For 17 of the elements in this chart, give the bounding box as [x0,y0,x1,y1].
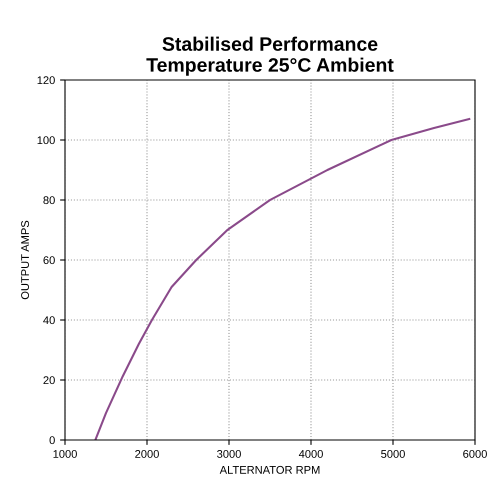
y-tick-label: 40 [43,316,55,324]
y-axis-title: OUTPUT AMPS [21,220,29,300]
x-tick-label: 5000 [381,450,405,458]
x-axis-title: ALTERNATOR RPM [220,466,320,474]
x-tick-label: 1000 [53,450,77,458]
x-tick-label: 2000 [135,450,159,458]
chart-title: Stabilised Performance Temperature 25°C Ambient [146,36,394,76]
y-tick-label: 100 [38,136,55,144]
x-tick-label: 3000 [217,450,241,458]
y-tick-label: 120 [38,76,55,84]
x-tick-label: 6000 [463,450,487,458]
x-tick-label: 4000 [298,450,323,458]
y-tick-label: 80 [43,196,55,204]
y-tick-label: 60 [43,256,55,264]
y-tick-label: 0 [50,436,55,444]
line-series [94,118,470,440]
y-tick-label: 20 [43,376,55,384]
